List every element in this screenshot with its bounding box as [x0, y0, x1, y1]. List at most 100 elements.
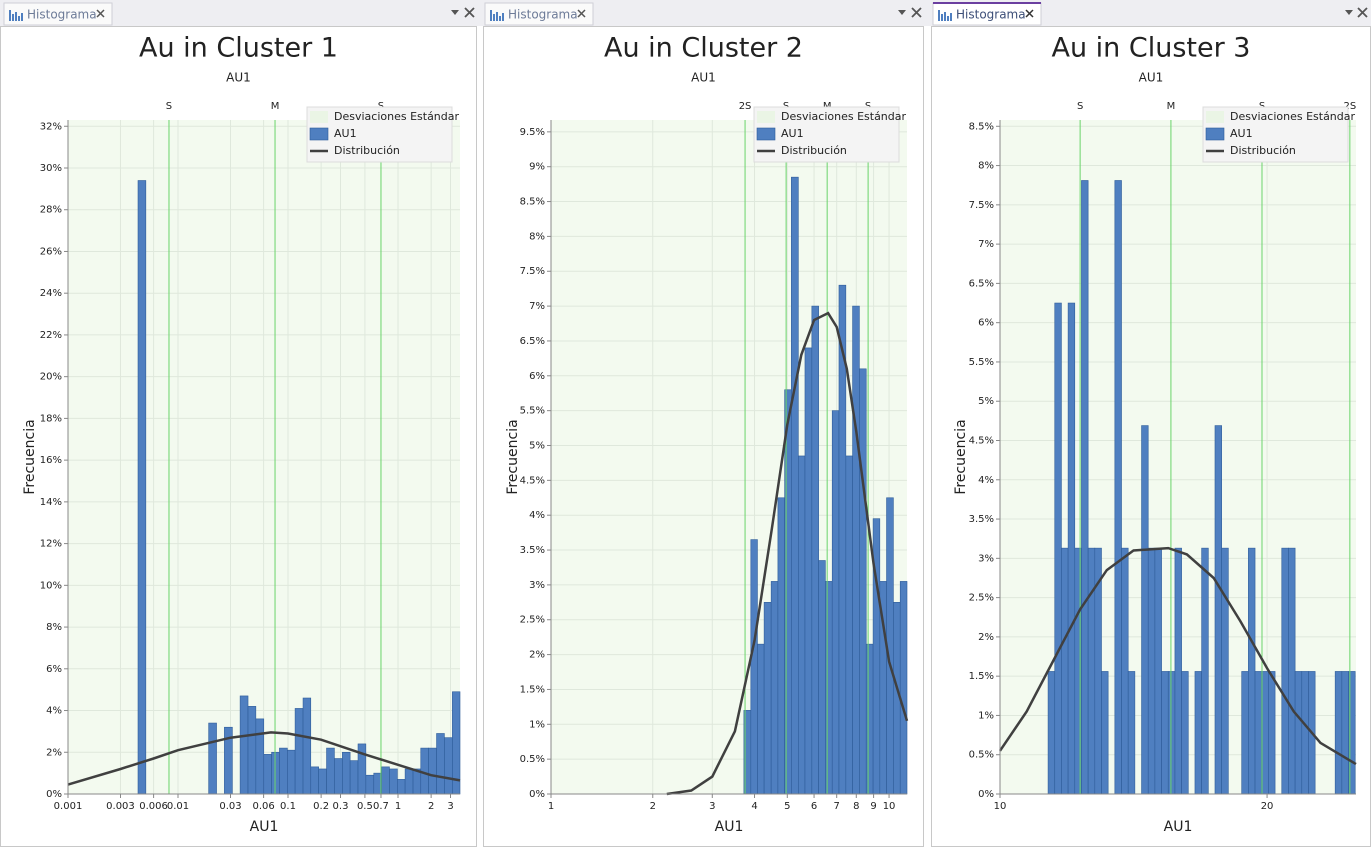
distribution-curve [666, 311, 909, 796]
y-tick-label: 0.5% [969, 750, 994, 761]
distribution-curve [998, 546, 1357, 766]
tab-close[interactable] [577, 9, 586, 18]
bar [750, 539, 758, 795]
y-tick-label: 6.5% [969, 278, 994, 289]
tab[interactable]: Histograma [3, 2, 113, 26]
bar [373, 772, 382, 795]
x-tick-label: 0.7 [373, 801, 389, 812]
y-tick-label: 32% [40, 121, 62, 132]
y-tick-label: 6.5% [520, 336, 545, 347]
y-tick-label: 7.5% [520, 266, 545, 277]
dropdown-icon[interactable] [1345, 10, 1353, 15]
y-tick-label: 9.5% [520, 127, 545, 138]
y-tick-label: 5% [978, 396, 994, 407]
y-tick-label: 1% [978, 710, 994, 721]
bar [1334, 671, 1343, 795]
y-tick-label: 26% [40, 246, 62, 257]
y-tick-label: 6% [46, 664, 62, 675]
y-tick-label: 4.5% [520, 475, 545, 486]
legend-label: AU1 [781, 127, 804, 140]
chart-title: Au in Cluster 2 [604, 33, 803, 64]
bar [777, 497, 785, 795]
x-axis-label: AU1 [1164, 819, 1193, 835]
dropdown-icon[interactable] [451, 10, 459, 15]
x-tick-label: 0.3 [333, 801, 349, 812]
tab-close[interactable] [1025, 9, 1034, 18]
y-tick-label: 14% [40, 497, 62, 508]
y-tick-label: 2.5% [969, 593, 994, 604]
bar [1201, 547, 1209, 795]
bar [1121, 547, 1129, 795]
tab[interactable]: Histograma [484, 2, 594, 26]
x-tick-label: 0.06 [252, 801, 274, 812]
tab-label: Histograma [956, 8, 1026, 22]
std-label: M [271, 101, 280, 112]
bar [859, 368, 867, 795]
bar [404, 768, 414, 795]
close-icon[interactable] [1357, 7, 1368, 18]
y-tick-label: 1% [529, 719, 545, 730]
close-icon[interactable] [911, 7, 922, 18]
bar [1141, 425, 1149, 795]
tab-close[interactable] [96, 9, 105, 18]
distribution-curve [67, 731, 461, 786]
y-tick-label: 6% [529, 371, 545, 382]
std-label: S [166, 101, 172, 112]
bar [865, 643, 874, 795]
y-tick-label: 30% [40, 163, 62, 174]
y-tick-label: 8% [529, 231, 545, 242]
y-tick-label: 8% [978, 161, 994, 172]
bar [1268, 671, 1276, 795]
y-tick-label: 8.5% [969, 121, 994, 132]
y-tick-label: 8% [46, 622, 62, 633]
y-tick-label: 12% [40, 539, 62, 550]
tab-strip [0, 0, 1371, 26]
y-tick-label: 7.5% [969, 200, 994, 211]
legend-label: Desviaciones Estándar [781, 110, 907, 123]
bar [845, 455, 853, 795]
bar [1254, 671, 1263, 795]
y-tick-label: 18% [40, 413, 62, 424]
y-tick-label: 4% [978, 475, 994, 486]
bar [1288, 547, 1296, 795]
chart-subtitle: AU1 [226, 71, 251, 85]
y-tick-label: 8.5% [520, 197, 545, 208]
y-tick-label: 3.5% [520, 545, 545, 556]
x-tick-label: 1 [548, 801, 554, 812]
tab-icon [938, 10, 952, 21]
bar [208, 722, 217, 795]
x-tick-label: 10 [883, 801, 896, 812]
bar [1061, 547, 1069, 795]
x-tick-label: 2 [650, 801, 656, 812]
bar [899, 581, 908, 795]
close-icon[interactable] [464, 7, 475, 18]
bar [137, 180, 147, 795]
bar [1261, 671, 1269, 795]
x-tick-label: 0.1 [280, 801, 296, 812]
bar [757, 643, 765, 795]
bar [1341, 671, 1349, 795]
legend-label: AU1 [1230, 127, 1253, 140]
bar [852, 305, 860, 795]
tab-label: Histograma [27, 8, 97, 22]
legend-key [310, 111, 328, 123]
bar [302, 697, 312, 795]
bar [1087, 547, 1096, 795]
x-tick-label: 7 [834, 801, 840, 812]
std-label: S [1077, 101, 1083, 112]
bar [791, 176, 799, 795]
bar [1221, 547, 1229, 795]
bar [334, 758, 343, 795]
bar [1214, 425, 1222, 795]
y-tick-label: 5% [529, 440, 545, 451]
bar [255, 718, 265, 795]
legend-label: Desviaciones Estándar [334, 110, 460, 123]
tab-icon [490, 10, 504, 21]
tab[interactable]: Histograma [932, 2, 1042, 26]
y-tick-label: 16% [40, 455, 62, 466]
dropdown-icon[interactable] [898, 10, 906, 15]
chart-title: Au in Cluster 1 [139, 33, 338, 64]
y-tick-label: 10% [40, 580, 62, 591]
